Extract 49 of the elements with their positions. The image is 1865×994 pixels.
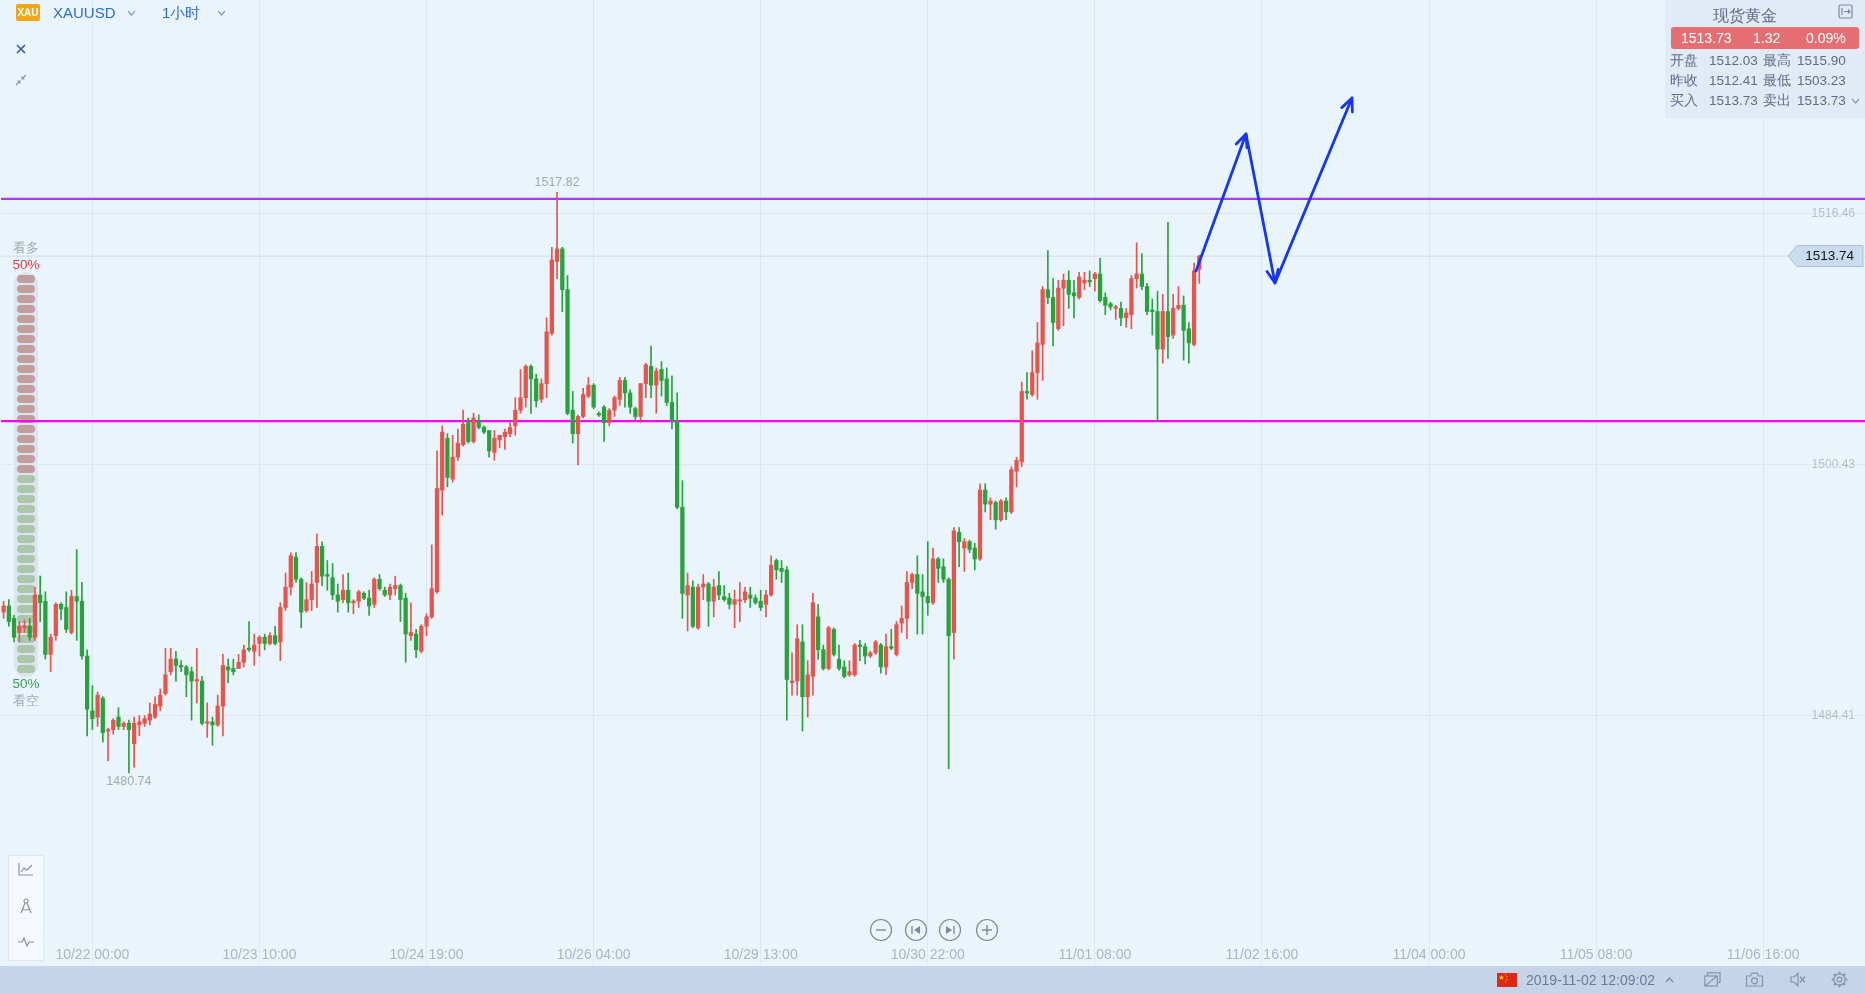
x-tick-label: 11/02 16:00 <box>1225 946 1299 963</box>
annotation: 最低 <box>1763 73 1791 89</box>
x-tick-label: 10/30 22:00 <box>890 946 965 963</box>
annotation: 1.32 <box>1753 29 1781 47</box>
annotation: 1513.73 <box>1681 29 1732 47</box>
annotation: 看空 <box>13 692 39 709</box>
annotation: 买入 <box>1670 93 1698 109</box>
annotation: 0.09% <box>1806 29 1846 47</box>
annotation: 昨收 <box>1670 73 1698 89</box>
x-tick-label: 10/29 13:00 <box>723 946 798 963</box>
x-tick-label: 10/22 00:00 <box>55 946 130 963</box>
annotation: 1517.82 <box>534 175 580 190</box>
annotation: 1513.73 <box>1797 93 1846 109</box>
candlestick <box>889 629 894 651</box>
annotation: 1503.23 <box>1797 73 1846 89</box>
candlestick <box>1071 279 1077 319</box>
x-tick-label: 10/26 04:00 <box>556 946 631 963</box>
x-tick-label: 10/24 19:00 <box>389 946 464 963</box>
annotation: 1515.90 <box>1797 53 1846 69</box>
candlestick <box>528 364 534 414</box>
symbol-badge: XAU <box>16 4 40 21</box>
chart-subtitle: 1小时 <box>162 4 201 22</box>
annotation: 50% <box>12 257 40 273</box>
annotation: 开盘 <box>1670 53 1698 69</box>
x-tick-label: 11/06 16:00 <box>1726 946 1800 963</box>
text: 现货黄金 <box>1713 6 1777 26</box>
candlestick <box>252 633 257 666</box>
candlestick <box>205 702 210 738</box>
candlestick <box>173 650 179 682</box>
candlestick <box>1165 221 1171 359</box>
annotation: 看多 <box>13 239 39 256</box>
candlestick <box>956 527 962 568</box>
chart-title: XAUUSD <box>53 4 116 22</box>
candlestick <box>962 538 967 572</box>
ref-line-label: 1513.74 <box>1805 248 1855 264</box>
candlestick <box>408 602 413 641</box>
annotation: 1512.41 <box>1709 73 1758 89</box>
annotation: 卖出 <box>1763 93 1791 109</box>
x-tick-label: 11/01 08:00 <box>1058 946 1132 963</box>
candlestick <box>126 719 132 774</box>
x-tick-label: 11/05 08:00 <box>1559 946 1633 963</box>
annotation: 最高 <box>1763 53 1791 69</box>
x-tick-label: 10/23 10:00 <box>222 946 297 963</box>
annotation: 50% <box>12 676 40 692</box>
text: 2019-11-02 12:09:02 <box>1526 971 1655 989</box>
annotation: 1512.03 <box>1709 53 1758 69</box>
x-tick-label: 11/04 00:00 <box>1392 946 1466 963</box>
annotation: 1513.73 <box>1709 93 1758 109</box>
annotation: 1480.74 <box>106 773 152 788</box>
